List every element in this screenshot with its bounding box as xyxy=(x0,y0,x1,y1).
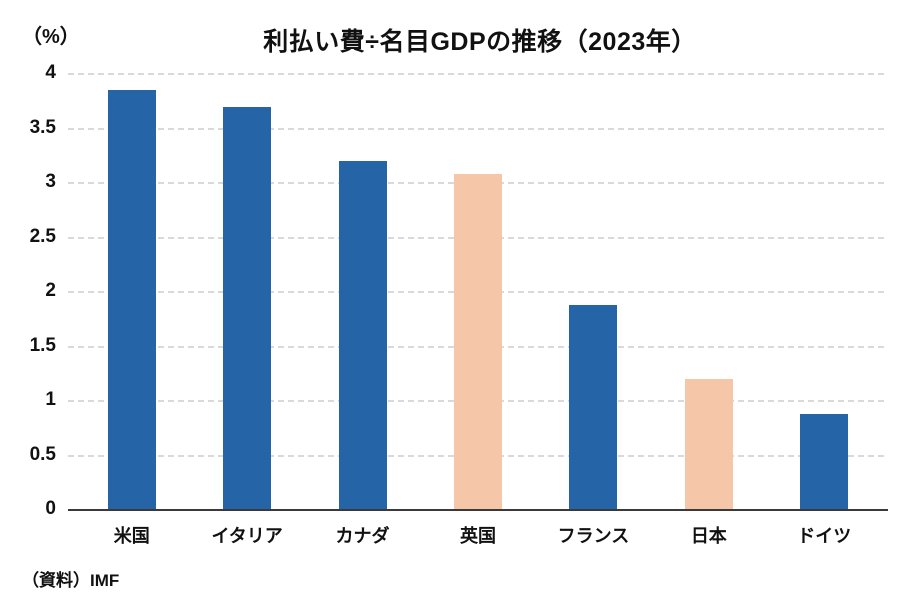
y-tick-label-2: 2 xyxy=(45,280,56,301)
bar-英国 xyxy=(453,174,502,510)
y-tick-label-4: 4 xyxy=(45,62,56,83)
y-tick-label-3.5: 3.5 xyxy=(29,117,56,138)
y-tick-label-0: 0 xyxy=(45,498,56,519)
bar-米国 xyxy=(107,90,156,510)
bar-slot-2 xyxy=(189,74,304,510)
bars-row xyxy=(68,74,888,510)
x-category-label-ドイツ: ドイツ xyxy=(797,526,852,546)
y-axis-unit-label: （%） xyxy=(22,26,80,48)
gridline-3.5 xyxy=(68,128,888,130)
bar-slot-5 xyxy=(536,74,651,510)
y-tick-label-2.5: 2.5 xyxy=(29,226,56,247)
bar-フランス xyxy=(569,305,618,510)
y-tick-label-0.5: 0.5 xyxy=(29,444,56,465)
y-tick-label-3: 3 xyxy=(45,171,56,192)
source-note: （資料）IMF xyxy=(22,571,120,590)
x-axis-category-labels: 米国 イタリア カナダ 英国 フランス 日本 ドイツ xyxy=(68,522,888,548)
bar-slot-6 xyxy=(651,74,766,510)
y-tick-label-1.5: 1.5 xyxy=(29,335,56,356)
x-axis-line xyxy=(68,509,888,511)
x-category-label-日本: 日本 xyxy=(690,526,727,546)
x-category-label-米国: 米国 xyxy=(113,526,150,546)
bar-日本 xyxy=(684,379,733,510)
bar-ドイツ xyxy=(800,414,849,510)
y-tick-label-1: 1 xyxy=(45,389,56,410)
x-category-label-カナダ: カナダ xyxy=(335,526,390,546)
x-category-label-英国: 英国 xyxy=(459,526,496,546)
chart-title: 利払い費÷名目GDPの推移（2023年） xyxy=(263,28,697,56)
bar-イタリア xyxy=(223,106,272,510)
x-category-label-フランス: フランス xyxy=(557,526,630,546)
bar-slot-1 xyxy=(74,74,189,510)
bar-slot-7 xyxy=(767,74,882,510)
x-category-label-イタリア: イタリア xyxy=(211,526,283,546)
plot-area: 0 0.5 1 1.5 2 2.5 3 3.5 4 米国 イタリア カナダ 英国 フランス 日本 ドイツ xyxy=(30,62,888,546)
bar-カナダ xyxy=(338,161,387,510)
bar-slot-3 xyxy=(305,74,420,510)
gridline-4 xyxy=(68,73,888,75)
bar-slot-4 xyxy=(420,74,535,510)
